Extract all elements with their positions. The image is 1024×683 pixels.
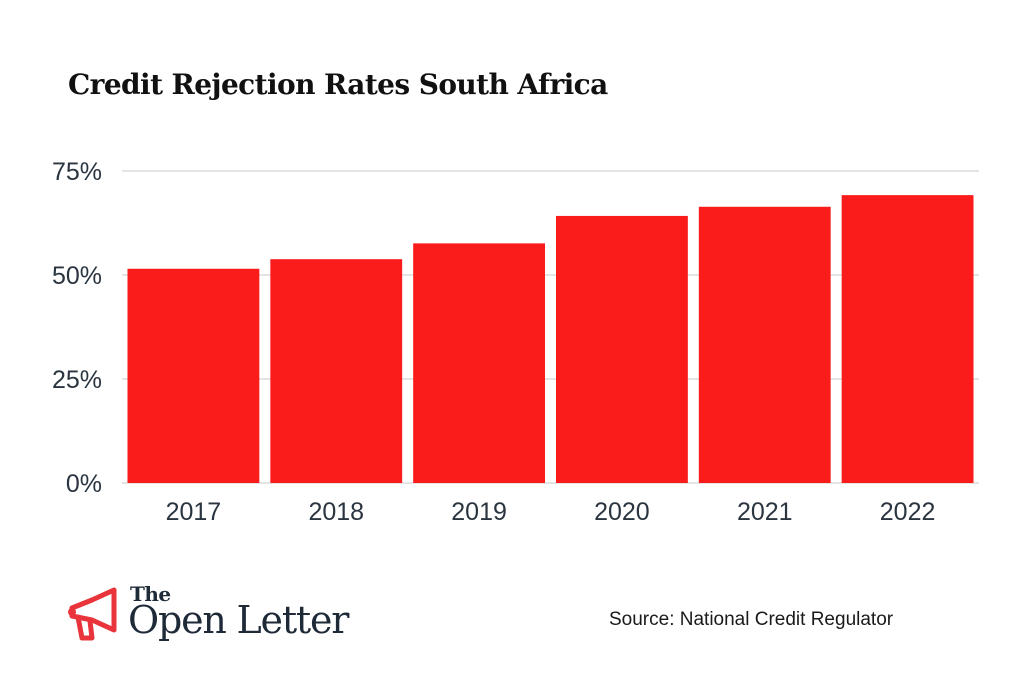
gridlines: [122, 170, 979, 484]
x-tick-label: 2022: [880, 498, 936, 526]
x-axis-ticks: 2017 2018 2019 2020 2021 2022: [166, 498, 936, 526]
brand-logo: The Open Letter: [64, 582, 394, 646]
logo-the: The: [130, 582, 171, 606]
x-tick-label: 2021: [737, 498, 793, 526]
x-tick-label: 2017: [166, 498, 222, 526]
logo-name: Open Letter: [128, 598, 349, 642]
x-tick-label: 2019: [451, 498, 507, 526]
x-tick-label: 2020: [594, 498, 650, 526]
bar-2022: [841, 195, 974, 484]
megaphone-icon: [68, 587, 117, 641]
source-note: Source: National Credit Regulator: [609, 609, 894, 630]
bar-2018: [270, 259, 403, 483]
bar-2019: [413, 243, 545, 483]
bar-2017: [127, 268, 260, 483]
bar-2020: [556, 215, 688, 484]
x-tick-label: 2018: [308, 498, 364, 526]
y-tick-label: 0%: [66, 470, 102, 498]
y-axis-ticks: 0% 25% 50% 75%: [52, 158, 102, 498]
chart-title: Credit Rejection Rates South Africa: [68, 68, 608, 101]
y-tick-label: 25%: [52, 366, 102, 394]
y-tick-label: 50%: [52, 262, 102, 290]
bar-2021: [698, 206, 831, 483]
y-tick-label: 75%: [52, 158, 102, 186]
bars: [127, 195, 974, 484]
